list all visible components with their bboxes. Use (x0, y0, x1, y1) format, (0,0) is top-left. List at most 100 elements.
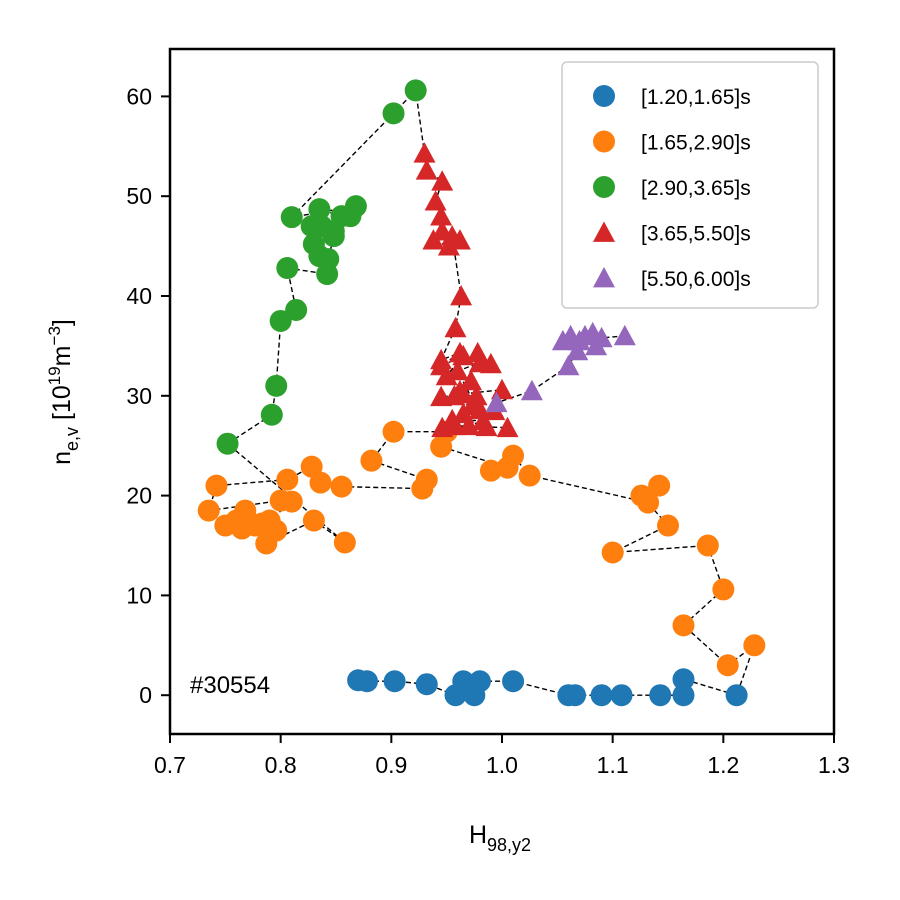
data-point (485, 391, 508, 413)
data-point (415, 159, 438, 180)
chart-marks (197, 79, 766, 707)
data-point (696, 534, 719, 557)
y-axis-label-unit-open: [10 (48, 385, 76, 427)
data-point (452, 670, 475, 693)
x-tick-label: 0.9 (375, 752, 407, 778)
legend-box (561, 61, 819, 309)
y-tick-label: 40 (126, 283, 152, 309)
x-tick-label: 0.7 (154, 752, 186, 778)
data-point (333, 531, 356, 554)
data-point (712, 578, 735, 601)
legend-label: [1.20,1.65]s (641, 86, 751, 109)
data-point (431, 170, 454, 191)
series-3 (216, 79, 427, 455)
data-point (649, 684, 672, 707)
shot-annotation: #30554 (190, 672, 270, 699)
y-tick-label: 0 (139, 682, 152, 708)
data-point (276, 468, 299, 491)
y-tick-label: 60 (126, 83, 152, 109)
y-axis-label-unit-close: ] (48, 319, 76, 326)
data-point (672, 684, 695, 707)
y-axis-label-unit-mid: m (48, 345, 76, 366)
data-point (355, 670, 378, 693)
data-point (285, 298, 308, 321)
data-point (413, 142, 436, 163)
legend-label: [1.65,2.90]s (641, 132, 751, 155)
data-point (422, 229, 445, 250)
data-point (300, 455, 323, 478)
data-point (260, 403, 283, 426)
data-point (430, 385, 453, 407)
data-point (479, 352, 502, 374)
data-point (657, 514, 680, 537)
data-point (590, 326, 613, 348)
x-tick-label: 0.8 (265, 752, 297, 778)
x-axis-label-main: H (469, 821, 487, 849)
x-tick-label: 1.0 (486, 752, 518, 778)
legend-marker (593, 85, 615, 107)
x-tick-label: 1.3 (818, 752, 850, 778)
data-point (430, 205, 453, 226)
data-point (300, 215, 323, 238)
data-point (441, 225, 464, 246)
y-axis-label-main: n (48, 451, 76, 465)
y-tick-label: 20 (126, 483, 152, 509)
plot-frame (168, 47, 836, 736)
data-point (265, 374, 288, 397)
data-point (269, 309, 292, 332)
data-point (648, 474, 671, 497)
data-point (725, 684, 748, 707)
x-tick-label: 1.2 (707, 752, 739, 778)
data-point (382, 102, 405, 125)
data-point (610, 684, 633, 707)
series-1 (347, 668, 748, 707)
legend-marker (593, 130, 615, 153)
data-point (308, 198, 331, 221)
data-point (590, 684, 613, 707)
data-point (446, 359, 469, 381)
data-point (613, 324, 636, 346)
x-axis-label-sub: 98,y2 (487, 835, 531, 855)
series-2 (197, 420, 766, 677)
legend-marker (593, 176, 615, 198)
data-point (601, 541, 624, 564)
series-4 (413, 142, 519, 438)
data-point (317, 248, 340, 271)
data-point (466, 341, 489, 363)
legend-marker (593, 267, 615, 288)
data-point (280, 490, 303, 513)
data-point (496, 416, 519, 438)
data-point (344, 195, 367, 218)
legend-marker (593, 221, 615, 242)
data-point (557, 354, 580, 376)
data-point (443, 414, 466, 436)
data-point (637, 491, 660, 514)
data-point (444, 316, 467, 338)
series-5 (485, 321, 636, 413)
x-axis-label: H98,y2 (469, 821, 531, 855)
data-point (457, 414, 480, 436)
data-point (302, 509, 325, 532)
data-point (255, 532, 278, 555)
data-point (716, 654, 739, 677)
data-point (424, 190, 447, 211)
y-axis-label: ne,v [1019m−3] (45, 319, 82, 465)
data-point (302, 233, 325, 256)
y-tick-label: 10 (126, 582, 152, 608)
data-point (450, 285, 473, 306)
data-point (280, 206, 303, 229)
data-point (276, 257, 299, 280)
data-point (411, 477, 434, 500)
data-point (518, 464, 541, 487)
data-point (205, 474, 228, 497)
y-tick-label: 30 (126, 383, 152, 409)
data-point (468, 398, 491, 420)
legend-label: [3.65,5.50]s (641, 223, 751, 246)
data-point (479, 459, 502, 482)
data-point (520, 379, 543, 401)
axis-ticks: 0.7 0.8 0.9 1.0 1.1 1.2 1.3 0 10 20 30 40 50 60 (126, 83, 850, 778)
y-axis-label-unit-exp2: −3 (45, 326, 64, 345)
data-point (382, 420, 405, 443)
data-point (360, 449, 383, 472)
